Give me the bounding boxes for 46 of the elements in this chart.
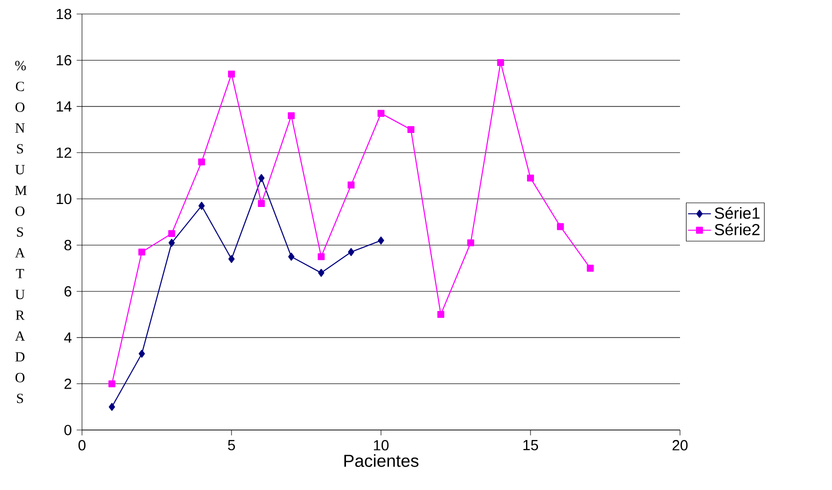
point: [198, 202, 205, 210]
y-tick-label: 4: [64, 332, 72, 343]
point: [288, 252, 294, 261]
point: [318, 253, 325, 260]
point: [198, 158, 206, 166]
point: [348, 182, 355, 188]
point: [318, 268, 324, 277]
legend-label: Série1: [714, 206, 760, 219]
text: % CONSUMO SATURADOS: [15, 60, 27, 404]
y-tick-label: 8: [64, 240, 72, 250]
point: [258, 200, 265, 207]
y-tick-label: 16: [56, 55, 72, 66]
legend-label: Série2: [714, 223, 760, 236]
y-tick-label: 10: [56, 194, 72, 204]
point: [378, 110, 384, 117]
y-tick-label: 14: [56, 101, 72, 112]
point: [138, 350, 145, 358]
point: [138, 248, 146, 256]
point: [497, 59, 504, 66]
y-tick-label: 18: [56, 8, 72, 20]
point: [228, 254, 235, 263]
x-tick-label: 20: [672, 440, 688, 450]
y-tick-label: 6: [64, 286, 72, 297]
point: [168, 230, 176, 238]
x-axis-title: Pacientes: [344, 454, 418, 467]
x-tick-label: 15: [523, 440, 538, 450]
point: [556, 223, 564, 230]
point: [378, 236, 384, 244]
point: [288, 112, 295, 120]
y-tick-label: 0: [64, 424, 72, 436]
point: [437, 310, 444, 318]
point: [348, 248, 354, 256]
point: [467, 239, 474, 246]
point: [228, 70, 235, 78]
point: [586, 264, 594, 272]
point: [407, 126, 414, 134]
point: [168, 238, 175, 247]
x-tick-label: 5: [228, 440, 235, 450]
y-tick-label: 2: [64, 378, 72, 389]
x-tick-label: 0: [78, 440, 86, 450]
point: [108, 402, 116, 411]
x-tick-label: 10: [374, 440, 389, 450]
y-tick-label: 12: [56, 148, 72, 158]
point: [527, 174, 534, 182]
point: [258, 174, 265, 182]
point: [108, 380, 116, 388]
